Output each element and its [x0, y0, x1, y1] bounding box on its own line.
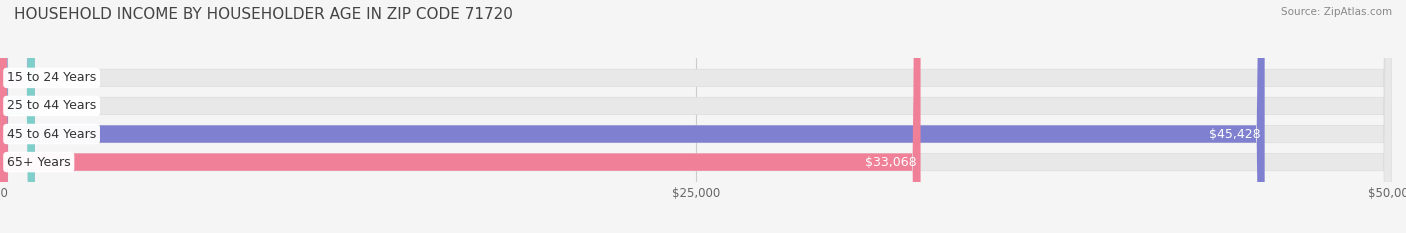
Text: 45 to 64 Years: 45 to 64 Years: [7, 127, 96, 140]
Text: $0: $0: [44, 99, 59, 113]
Text: 25 to 44 Years: 25 to 44 Years: [7, 99, 96, 113]
Text: $45,428: $45,428: [1209, 127, 1260, 140]
Text: HOUSEHOLD INCOME BY HOUSEHOLDER AGE IN ZIP CODE 71720: HOUSEHOLD INCOME BY HOUSEHOLDER AGE IN Z…: [14, 7, 513, 22]
Text: 15 to 24 Years: 15 to 24 Years: [7, 71, 96, 84]
Text: Source: ZipAtlas.com: Source: ZipAtlas.com: [1281, 7, 1392, 17]
Text: 65+ Years: 65+ Years: [7, 156, 70, 169]
FancyBboxPatch shape: [0, 0, 35, 233]
Text: $33,068: $33,068: [865, 156, 917, 169]
FancyBboxPatch shape: [0, 0, 1264, 233]
FancyBboxPatch shape: [0, 0, 921, 233]
FancyBboxPatch shape: [0, 0, 35, 233]
Text: $0: $0: [44, 71, 59, 84]
